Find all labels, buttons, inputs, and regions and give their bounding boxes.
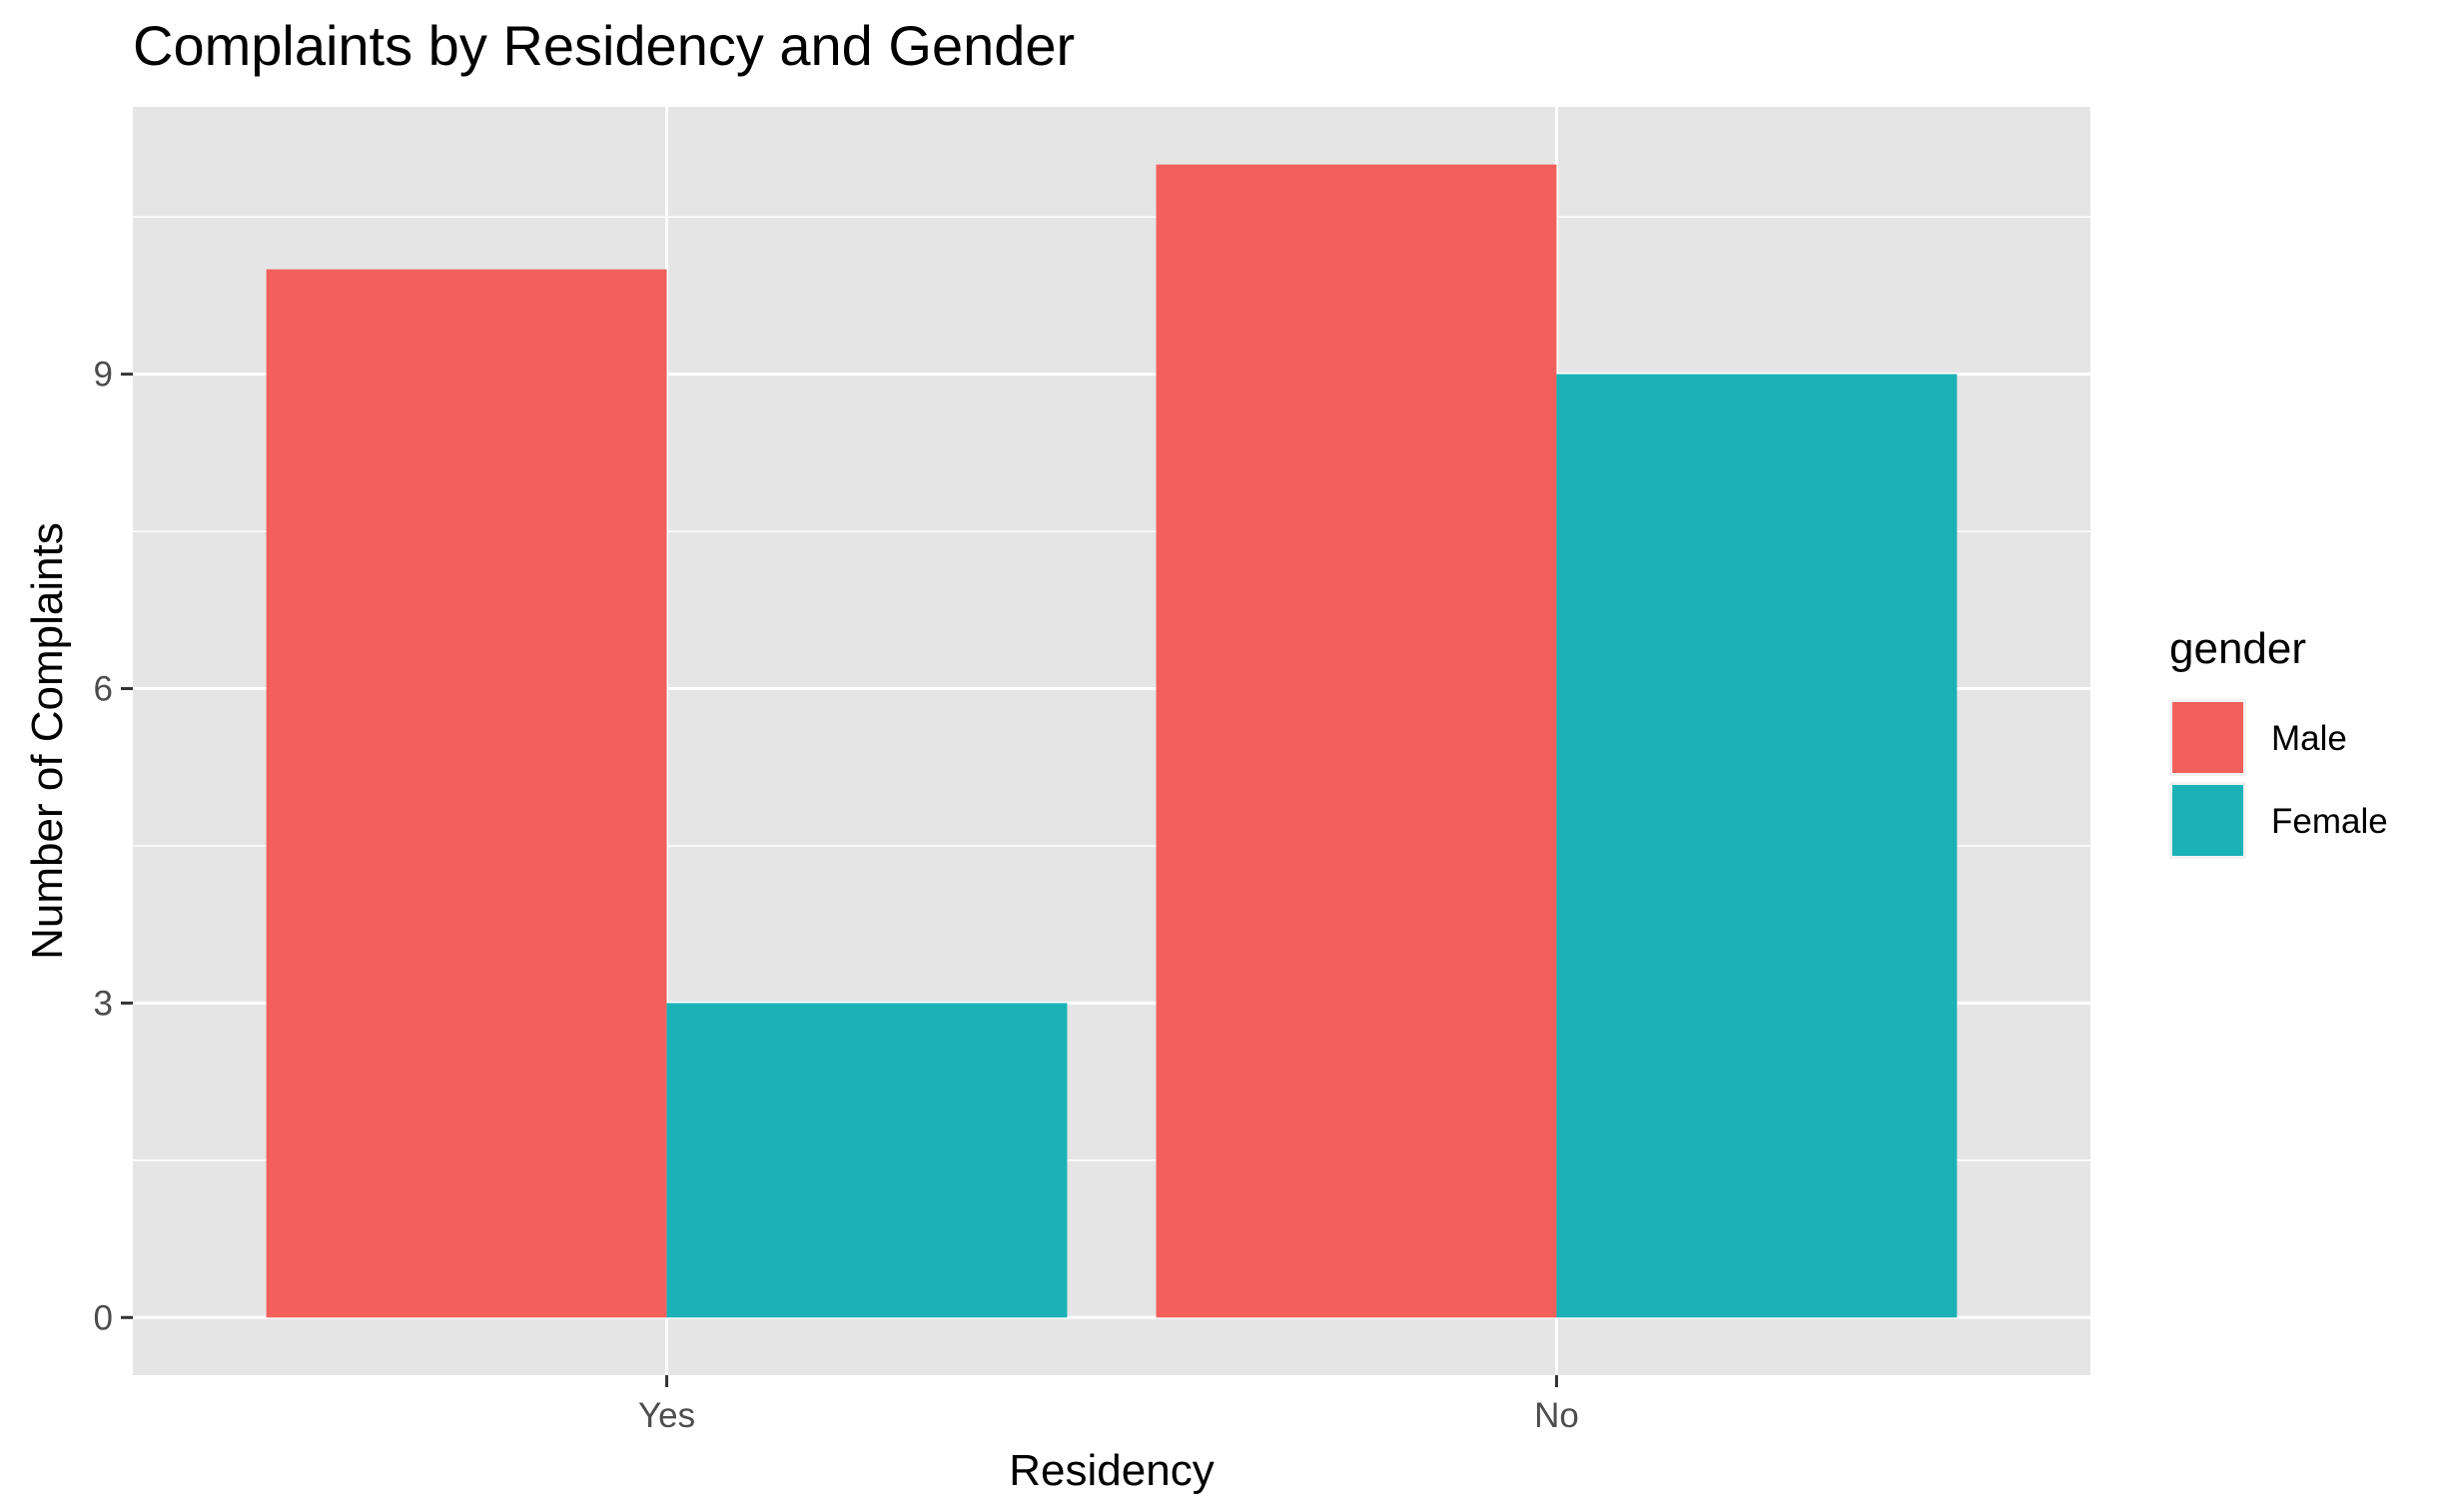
y-tick-label: 6: [94, 670, 113, 709]
y-axis-title: Number of Complaints: [23, 522, 72, 960]
legend-label-male: Male: [2271, 719, 2347, 758]
x-tick-label: Yes: [638, 1396, 695, 1435]
y-tick-label: 0: [94, 1298, 113, 1337]
bar-female-no: [1556, 374, 1958, 1318]
bar-female-yes: [666, 1003, 1068, 1318]
bar-male-no: [1156, 164, 1557, 1318]
legend-key-male: [2172, 702, 2243, 773]
legend-key-female: [2172, 785, 2243, 856]
y-tick-label: 3: [94, 984, 113, 1023]
chart-title: Complaints by Residency and Gender: [133, 14, 1075, 77]
legend-title: gender: [2169, 624, 2306, 673]
y-tick-label: 9: [94, 356, 113, 394]
bar-male-yes: [266, 269, 667, 1318]
x-axis-title: Residency: [1009, 1446, 1214, 1495]
legend-label-female: Female: [2271, 802, 2388, 841]
y-axis: 0 3 6 9: [94, 356, 133, 1337]
x-axis: Yes No: [638, 1375, 1579, 1435]
bars: [266, 164, 1958, 1318]
legend: gender Male Female: [2169, 624, 2388, 859]
x-tick-label: No: [1534, 1396, 1579, 1435]
